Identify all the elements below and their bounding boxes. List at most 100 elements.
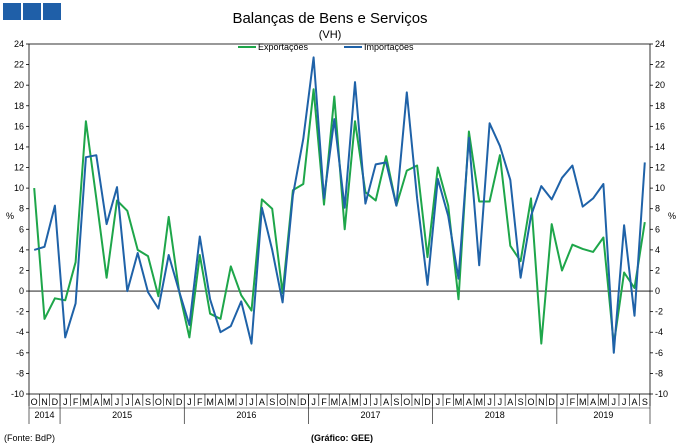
x-tick-label-month: M bbox=[206, 397, 214, 407]
x-tick-label-month: J bbox=[498, 397, 503, 407]
y-tick-label-left: 0 bbox=[19, 286, 24, 296]
x-tick-label-month: A bbox=[217, 397, 223, 407]
x-tick-label-month: J bbox=[560, 397, 565, 407]
y-tick-label-right: 8 bbox=[655, 204, 660, 214]
x-tick-label-year: 2017 bbox=[361, 410, 381, 420]
y-tick-label-left: 2 bbox=[19, 265, 24, 275]
y-tick-label-right: -4 bbox=[655, 327, 663, 337]
x-tick-label-year: 2019 bbox=[593, 410, 613, 420]
x-tick-label-year: 2014 bbox=[35, 410, 55, 420]
legend: Exportações Importações bbox=[238, 42, 414, 52]
y-tick-label-right: 24 bbox=[655, 39, 665, 49]
x-tick-label-month: J bbox=[63, 397, 68, 407]
y-tick-label-left: 10 bbox=[14, 183, 24, 193]
y-tick-label-right: 14 bbox=[655, 142, 665, 152]
x-tick-label-month: D bbox=[176, 397, 183, 407]
y-axis-label-left: % bbox=[6, 211, 14, 221]
x-tick-label-month: F bbox=[197, 397, 203, 407]
x-tick-label-month: N bbox=[538, 397, 545, 407]
x-tick-label-month: D bbox=[300, 397, 307, 407]
y-tick-label-right: 20 bbox=[655, 80, 665, 90]
x-tick-label-month: A bbox=[466, 397, 472, 407]
y-tick-label-right: 4 bbox=[655, 245, 660, 255]
x-tick-label-month: A bbox=[259, 397, 265, 407]
x-tick-label-year: 2016 bbox=[236, 410, 256, 420]
x-tick-label-month: O bbox=[279, 397, 286, 407]
credit-note: (Gráfico: GEE) bbox=[311, 433, 373, 443]
y-axis-label-right: % bbox=[668, 211, 676, 221]
x-tick-label-month: M bbox=[82, 397, 90, 407]
y-tick-label-left: 20 bbox=[14, 80, 24, 90]
y-tick-label-right: 0 bbox=[655, 286, 660, 296]
x-tick-label-month: A bbox=[93, 397, 99, 407]
y-tick-label-left: 24 bbox=[14, 39, 24, 49]
y-tick-label-left: -6 bbox=[16, 348, 24, 358]
y-tick-label-left: 14 bbox=[14, 142, 24, 152]
y-tick-label-left: 6 bbox=[19, 224, 24, 234]
y-tick-label-right: -2 bbox=[655, 307, 663, 317]
x-tick-label-month: J bbox=[125, 397, 130, 407]
chart-title: Balanças de Bens e Serviços bbox=[232, 10, 427, 27]
y-tick-label-left: 12 bbox=[14, 163, 24, 173]
y-tick-label-left: -2 bbox=[16, 307, 24, 317]
x-tick-label-month: D bbox=[52, 397, 59, 407]
y-tick-label-right: 2 bbox=[655, 265, 660, 275]
y-tick-label-right: 22 bbox=[655, 60, 665, 70]
x-tick-label-month: F bbox=[73, 397, 79, 407]
y-tick-label-left: -8 bbox=[16, 368, 24, 378]
series-line-exportacoes bbox=[33, 88, 646, 346]
source-note: (Fonte: BdP) bbox=[4, 433, 55, 443]
x-tick-label-month: J bbox=[622, 397, 627, 407]
x-tick-label-month: O bbox=[403, 397, 410, 407]
y-tick-label-left: 16 bbox=[14, 121, 24, 131]
x-tick-label-month: O bbox=[155, 397, 162, 407]
x-tick-label-month: N bbox=[290, 397, 297, 407]
y-tick-label-right: -10 bbox=[655, 389, 668, 399]
y-tick-label-left: 4 bbox=[19, 245, 24, 255]
x-tick-label-month: A bbox=[135, 397, 141, 407]
x-tick-label-month: M bbox=[475, 397, 483, 407]
x-tick-label-month: D bbox=[548, 397, 555, 407]
y-tick-label-left: 22 bbox=[14, 60, 24, 70]
legend-label-exportacoes: Exportações bbox=[258, 42, 309, 52]
x-tick-label-month: F bbox=[321, 397, 327, 407]
x-tick-label-month: J bbox=[436, 397, 441, 407]
x-tick-label-month: S bbox=[269, 397, 275, 407]
y-tick-label-left: -10 bbox=[11, 389, 24, 399]
x-tick-label-month: J bbox=[187, 397, 192, 407]
x-tick-label-month: S bbox=[518, 397, 524, 407]
x-tick-label-month: F bbox=[570, 397, 576, 407]
x-tick-label-month: J bbox=[311, 397, 316, 407]
x-tick-label-year: 2018 bbox=[485, 410, 505, 420]
y-tick-label-right: 18 bbox=[655, 101, 665, 111]
y-tick-label-left: 18 bbox=[14, 101, 24, 111]
x-tick-label-month: S bbox=[393, 397, 399, 407]
legend-label-importacoes: Importações bbox=[364, 42, 414, 52]
x-tick-label-month: J bbox=[363, 397, 368, 407]
y-tick-label-right: -8 bbox=[655, 368, 663, 378]
y-tick-label-right: 10 bbox=[655, 183, 665, 193]
x-tick-label-month: A bbox=[590, 397, 596, 407]
x-tick-label-month: A bbox=[631, 397, 637, 407]
x-tick-label-month: J bbox=[373, 397, 378, 407]
x-tick-label-month: M bbox=[600, 397, 608, 407]
logo-block-2 bbox=[23, 3, 41, 20]
y-tick-label-left: -4 bbox=[16, 327, 24, 337]
x-tick-label-year: 2015 bbox=[112, 410, 132, 420]
x-tick-label-month: D bbox=[424, 397, 431, 407]
x-tick-label-month: M bbox=[579, 397, 587, 407]
chart-subtitle: (VH) bbox=[319, 29, 342, 41]
x-tick-label-month: J bbox=[239, 397, 244, 407]
logo bbox=[3, 3, 61, 20]
x-tick-label-month: N bbox=[414, 397, 421, 407]
x-tick-label-month: S bbox=[145, 397, 151, 407]
x-tick-label-month: M bbox=[331, 397, 339, 407]
y-tick-label-right: 16 bbox=[655, 121, 665, 131]
logo-block-3 bbox=[43, 3, 61, 20]
y-tick-label-right: 12 bbox=[655, 163, 665, 173]
x-tick-label-month: S bbox=[642, 397, 648, 407]
x-tick-label-month: N bbox=[41, 397, 48, 407]
x-tick-label-month: N bbox=[165, 397, 172, 407]
y-tick-label-left: 8 bbox=[19, 204, 24, 214]
